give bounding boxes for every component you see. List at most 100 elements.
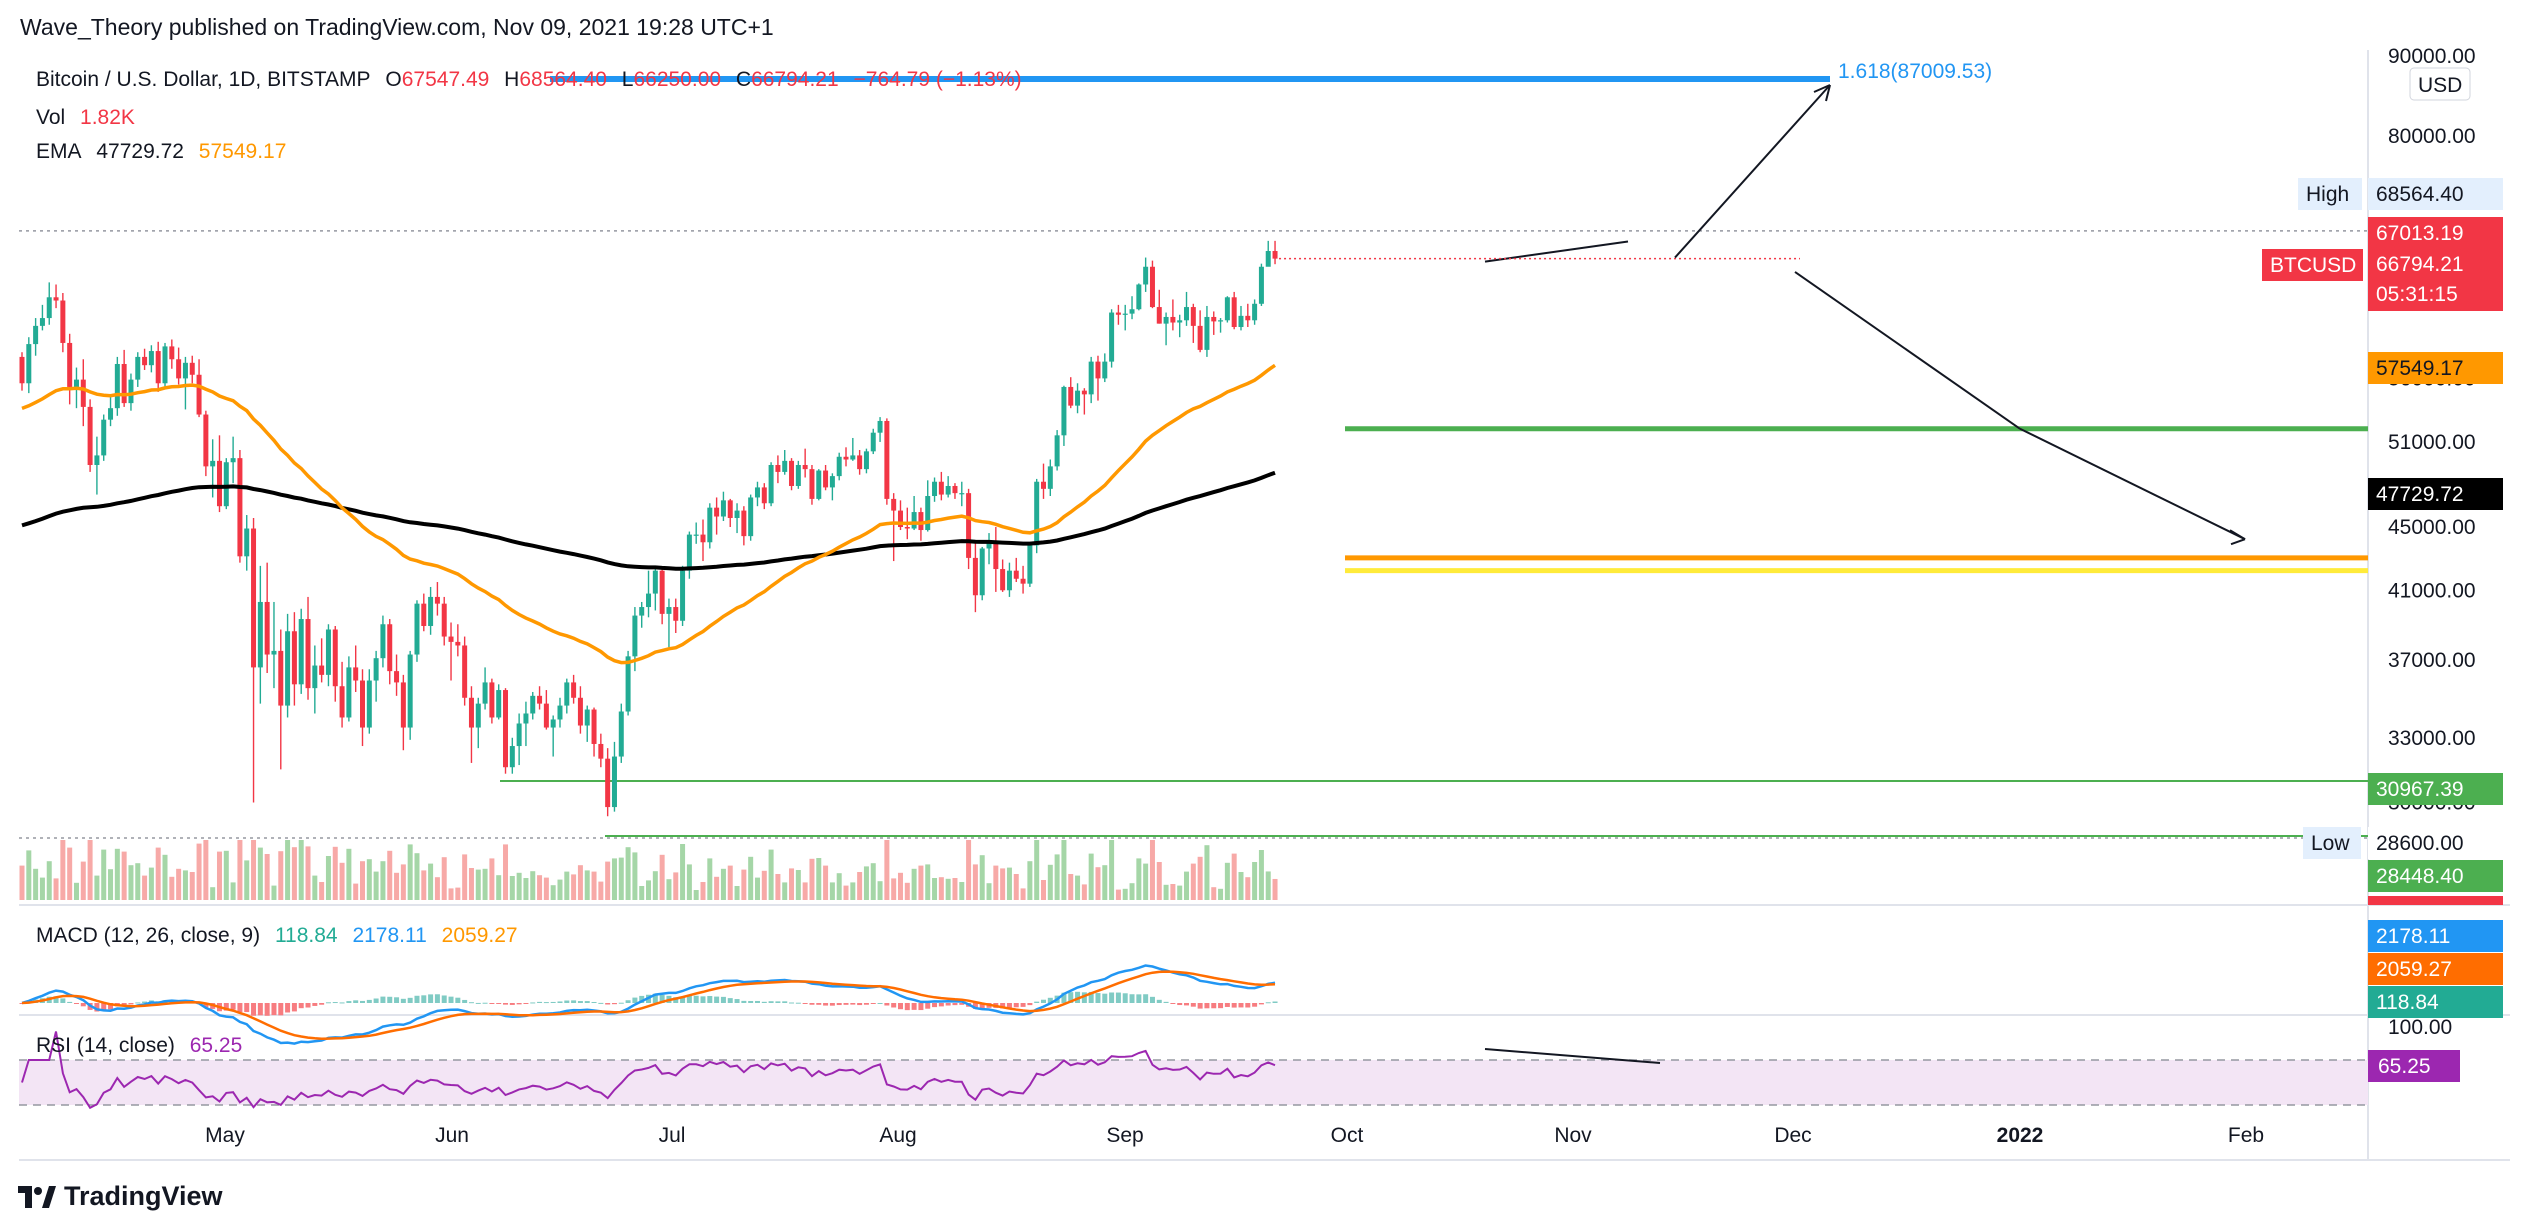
candle-body <box>1109 312 1115 362</box>
volume-bar <box>339 862 345 900</box>
macd-histogram-bar <box>414 995 420 1003</box>
macd-line-tag-bg <box>2368 920 2503 952</box>
candle-body <box>1136 284 1142 310</box>
volume-bar <box>223 850 229 900</box>
macd-histogram-bar <box>1088 991 1094 1003</box>
volume-bar <box>530 871 536 900</box>
candle-body <box>693 534 699 536</box>
macd-histogram-bar <box>1224 1003 1230 1007</box>
macd-histogram-bar <box>1122 993 1128 1003</box>
price-pane[interactable] <box>19 50 2368 905</box>
macd-histogram-bar <box>1265 1002 1271 1004</box>
candle-body <box>312 665 318 689</box>
ema-fast-price-tag: 57549.17 <box>2376 357 2464 380</box>
candle-body <box>823 470 829 488</box>
candle-body <box>1224 297 1230 321</box>
volume-bar <box>366 859 372 900</box>
ema-label: EMA <box>36 140 82 163</box>
volume-bar <box>1156 862 1162 900</box>
candle-body <box>114 363 120 409</box>
candle-body <box>169 346 175 360</box>
volume-bar <box>1143 863 1149 900</box>
candle-body <box>720 500 726 517</box>
macd-histogram-bar <box>850 1003 856 1005</box>
tradingview-brand[interactable]: TradingView <box>18 1181 223 1212</box>
ema-slow-price-tag: 47729.72 <box>2376 483 2464 506</box>
volume-bar <box>959 882 965 900</box>
volume-bar <box>537 875 543 900</box>
macd-legend[interactable]: MACD (12, 26, close, 9) 118.84 2178.11 2… <box>36 924 527 948</box>
high-side-label-bg <box>2298 178 2362 210</box>
ticker-tag-bg <box>2262 249 2363 281</box>
volume-bar <box>182 870 188 900</box>
rsi-band <box>19 1060 2368 1105</box>
macd-histogram-bar <box>1170 1003 1176 1004</box>
candle-body <box>598 743 604 759</box>
x-axis-tick-label: Jul <box>659 1124 686 1147</box>
ema-legend[interactable]: EMA 47729.72 57549.17 <box>36 140 295 164</box>
macd-histogram-bar <box>1136 994 1142 1003</box>
volume-bar <box>782 882 788 900</box>
volume-bar <box>734 886 740 900</box>
candle-body <box>434 596 440 604</box>
macd-histogram-bar <box>441 995 447 1003</box>
volume-bar <box>850 882 856 900</box>
volume-bar <box>666 879 672 900</box>
volume-bar <box>169 876 175 900</box>
macd-histogram-bar <box>618 1002 624 1004</box>
macd-histogram-bar <box>741 1000 747 1003</box>
macd-histogram-bar <box>94 1003 100 1012</box>
volume-bar <box>1041 880 1046 900</box>
low-price-tag: 28600.00 <box>2376 832 2464 855</box>
candle-body <box>1041 481 1046 489</box>
macd-histogram-bar <box>537 1001 543 1003</box>
macd-histogram-bar <box>863 1003 869 1005</box>
candle-body <box>387 624 393 672</box>
candle-body <box>734 510 740 519</box>
volume-bar <box>298 840 304 900</box>
macd-histogram-bar <box>1068 992 1074 1003</box>
volume-bar <box>312 875 318 900</box>
macd-histogram-bar <box>1095 993 1101 1003</box>
candle-body <box>489 682 495 718</box>
projection-down-arrowhead <box>2229 529 2246 546</box>
candle-body <box>877 420 883 433</box>
rsi-divergence-trendline <box>1484 1048 1661 1064</box>
volume-bar <box>94 875 100 900</box>
candle-body <box>1081 390 1087 395</box>
volume-legend[interactable]: Vol 1.82K <box>36 106 144 130</box>
candle-body <box>1068 386 1074 406</box>
macd-histogram-bar <box>652 993 658 1003</box>
volume-bar <box>1177 885 1183 900</box>
candle-body <box>897 510 903 528</box>
volume-bar <box>823 865 829 900</box>
volume-bar <box>319 882 325 900</box>
candle-body <box>843 456 849 460</box>
volume-bar <box>33 868 39 900</box>
y-axis-tick-label: 90000.00 <box>2388 45 2476 68</box>
candle-body <box>1238 315 1244 328</box>
candle-body <box>557 705 563 720</box>
change-value: −764.79 (−1.13%) <box>853 68 1022 91</box>
candle-body <box>972 557 978 596</box>
candle-body <box>325 629 331 675</box>
low-label: L <box>621 68 634 91</box>
volume-label: Vol <box>36 106 66 129</box>
x-axis-tick-label: May <box>205 1124 245 1147</box>
symbol-legend[interactable]: Bitcoin / U.S. Dollar, 1D, BITSTAMP O675… <box>36 68 1040 92</box>
candle-body <box>60 300 66 343</box>
macd-histogram-bar <box>979 1003 985 1009</box>
projection-up-arrowhead <box>1813 84 1831 102</box>
candle-body <box>686 534 692 571</box>
y-axis-tick-label: 33000.00 <box>2388 727 2476 750</box>
open-label: O <box>385 68 402 91</box>
rsi-tag-bg <box>2368 1050 2460 1082</box>
volume-bar <box>462 854 468 900</box>
rsi-legend[interactable]: RSI (14, close) 65.25 <box>36 1034 251 1058</box>
volume-bar <box>353 883 359 900</box>
candle-body <box>196 374 202 415</box>
macd-histogram-bar <box>1252 1003 1258 1007</box>
candle-body <box>366 680 372 728</box>
candle-body <box>278 650 284 706</box>
